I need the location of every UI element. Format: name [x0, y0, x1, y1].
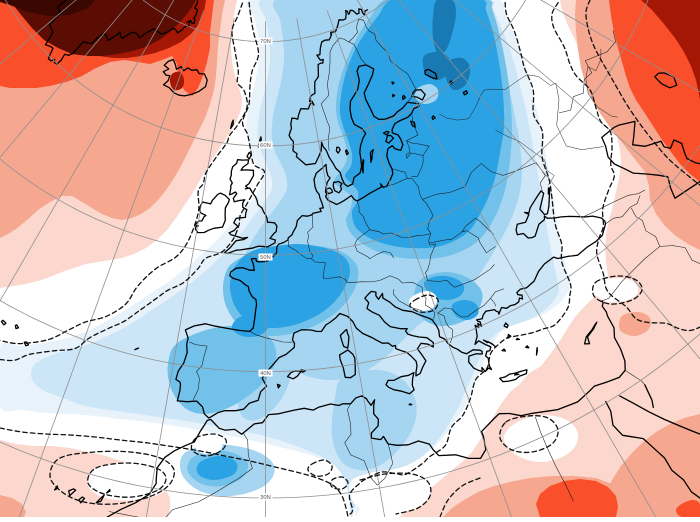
svg-text:40N: 40N: [260, 371, 271, 377]
svg-text:30N: 30N: [260, 495, 271, 501]
svg-text:60N: 60N: [260, 143, 271, 149]
svg-text:50N: 50N: [260, 255, 271, 261]
svg-text:70N: 70N: [260, 39, 271, 45]
